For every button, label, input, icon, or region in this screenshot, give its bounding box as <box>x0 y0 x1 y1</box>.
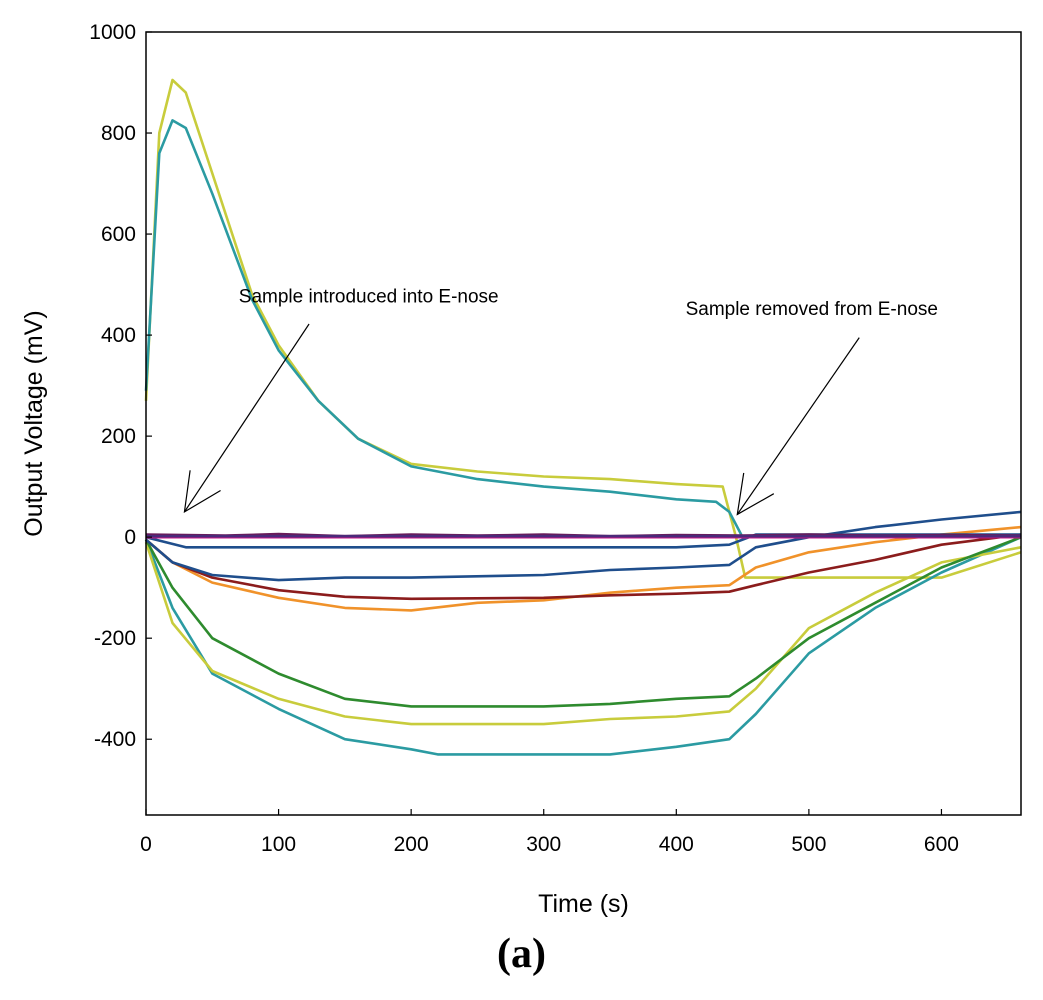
panel-label: (a) <box>497 931 546 977</box>
series-line-sensor-5 <box>144 535 1022 708</box>
x-tick-label: 400 <box>659 833 694 856</box>
x-tick-label: 300 <box>526 833 561 856</box>
annotation-arrow-head <box>183 470 221 514</box>
series-line-sensor-8 <box>145 510 1022 582</box>
x-tick-label: 0 <box>140 833 152 856</box>
y-tick-label: 1000 <box>89 21 136 44</box>
annotation-label: Sample removed from E-nose <box>686 299 938 320</box>
series-line-sensor-3 <box>144 536 1022 756</box>
y-tick-label: 400 <box>101 324 136 347</box>
x-axis: 0 100 200 300 400 500 600 <box>140 809 959 856</box>
y-axis: -400 -200 0 200 400 600 800 1000 <box>89 21 152 751</box>
x-tick-label: 200 <box>394 833 429 856</box>
series-line-sensor-1 <box>144 78 1022 579</box>
y-axis-title: Output Voltage (mV) <box>20 310 48 537</box>
series-line-sensor-6 <box>145 525 1022 612</box>
y-tick-label: -400 <box>94 728 136 751</box>
annotation-label: Sample introduced into E-nose <box>239 286 499 307</box>
plot-frame <box>145 31 1022 816</box>
y-tick-label: 600 <box>101 223 136 246</box>
annotation-arrow-shaft <box>183 323 310 513</box>
x-axis-title: Time (s) <box>538 890 629 918</box>
y-tick-label: 800 <box>101 122 136 145</box>
y-tick-label: 200 <box>101 425 136 448</box>
x-tick-label: 600 <box>924 833 959 856</box>
series-layer <box>144 78 1022 756</box>
y-tick-label: 0 <box>124 526 136 549</box>
x-tick-label: 500 <box>791 833 826 856</box>
annotation-arrow-head <box>736 472 775 516</box>
annotation-arrow-shaft <box>736 337 860 515</box>
series-line-sensor-4 <box>144 541 1022 726</box>
annotation-layer: Sample introduced into E-nose Sample remo… <box>183 286 938 516</box>
series-line-sensor-2 <box>144 119 1021 539</box>
series-line-sensor-7 <box>145 533 1022 601</box>
x-tick-label: 100 <box>261 833 296 856</box>
y-tick-label: -200 <box>94 627 136 650</box>
